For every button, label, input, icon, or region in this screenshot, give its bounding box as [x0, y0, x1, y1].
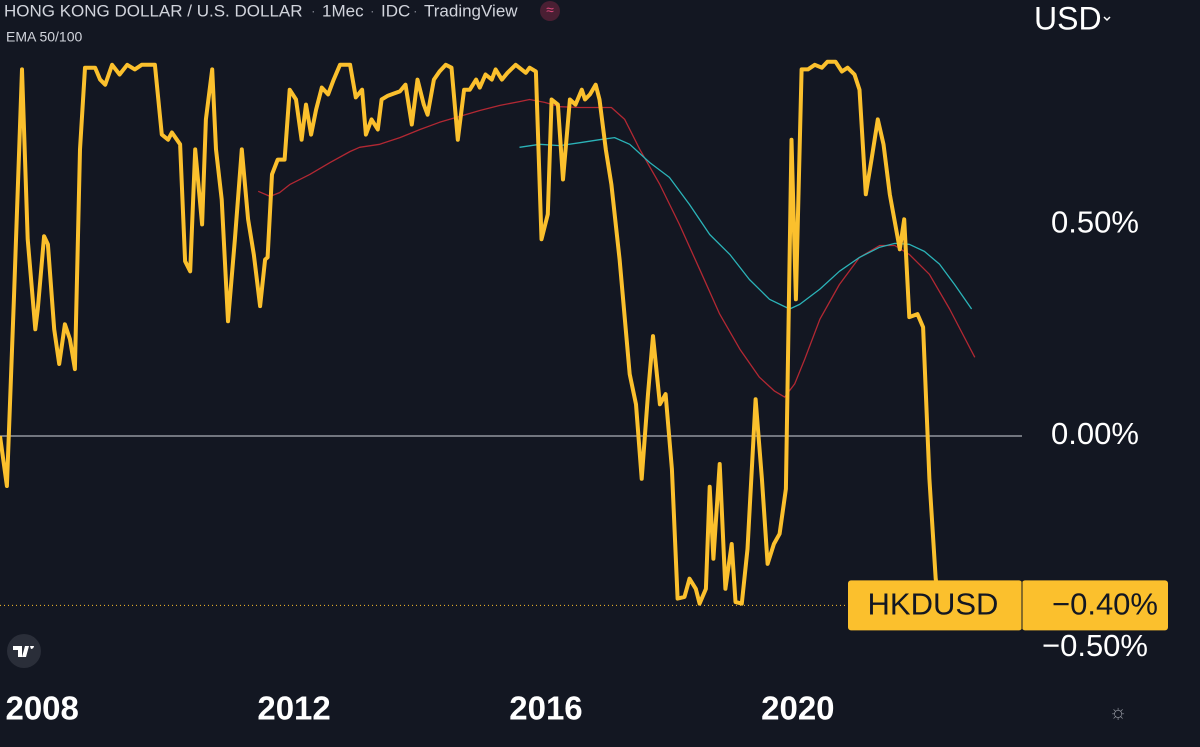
currency-label[interactable]: USD [1034, 0, 1102, 36]
plot-area [0, 59, 1022, 606]
y-tick-label: 0.50% [1051, 205, 1139, 240]
chart-title: HONG KONG DOLLAR / U.S. DOLLAR [4, 1, 303, 20]
separator: · [311, 3, 316, 19]
currency-chevron[interactable] [1103, 16, 1111, 22]
interval: 1Mec [322, 1, 364, 20]
x-tick-label: 2016 [509, 690, 582, 727]
price-label-box [1022, 580, 1168, 631]
symbol-label-box [848, 580, 1022, 631]
settings-icon[interactable]: ☼ [1109, 701, 1127, 723]
x-tick-label: 2020 [761, 690, 834, 727]
separator: · [413, 3, 418, 19]
indicator-label: EMA 50/100 [6, 29, 82, 45]
x-tick-label: 2008 [5, 690, 78, 727]
series-line [257, 98, 976, 398]
source: IDC [381, 1, 410, 20]
brand: TradingView [424, 1, 518, 20]
status-icon-glyph: ≈ [546, 2, 554, 18]
price-label: −0.40% [1052, 587, 1158, 622]
separator: · [370, 3, 375, 19]
symbol-label: HKDUSD [868, 587, 999, 622]
series-line [0, 59, 942, 606]
y-tick-label: −0.50% [1042, 628, 1148, 663]
status-icon[interactable] [540, 1, 560, 21]
tv-logo[interactable] [7, 634, 41, 668]
x-tick-label: 2012 [257, 690, 330, 727]
y-tick-label: 0.00% [1051, 416, 1139, 451]
